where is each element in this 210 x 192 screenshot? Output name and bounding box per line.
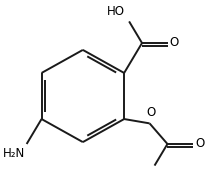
Text: H₂N: H₂N (2, 147, 25, 160)
Text: O: O (146, 106, 155, 119)
Text: O: O (195, 137, 205, 150)
Text: O: O (170, 36, 179, 49)
Text: HO: HO (107, 5, 125, 18)
